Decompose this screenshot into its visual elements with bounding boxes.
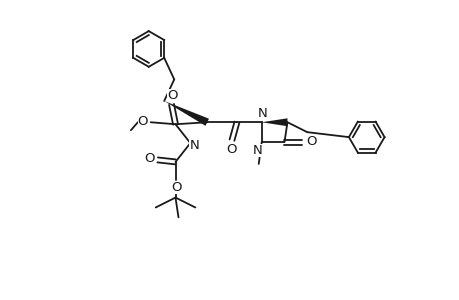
- Text: O: O: [226, 142, 237, 155]
- Polygon shape: [164, 101, 208, 126]
- Text: N: N: [189, 139, 199, 152]
- Text: O: O: [305, 135, 316, 148]
- Text: N: N: [257, 107, 267, 120]
- Text: O: O: [144, 152, 155, 165]
- Polygon shape: [261, 118, 287, 126]
- Text: O: O: [167, 89, 177, 102]
- Text: O: O: [171, 181, 181, 194]
- Text: N: N: [252, 143, 262, 157]
- Text: O: O: [137, 115, 148, 128]
